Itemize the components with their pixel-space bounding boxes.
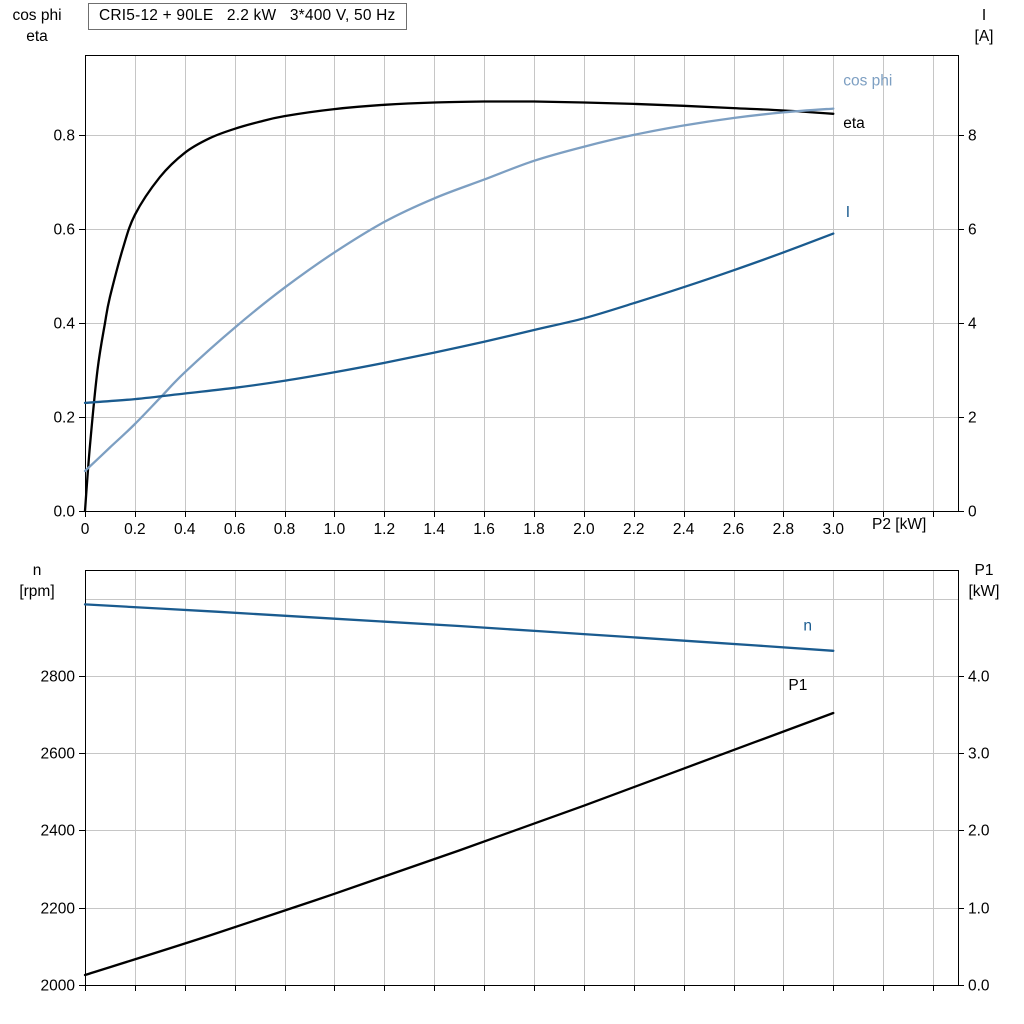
upper-chart-frame bbox=[85, 55, 959, 512]
y-right-tick-label: 6 bbox=[968, 222, 977, 239]
y-left-tick-label: 2800 bbox=[41, 669, 76, 686]
x-tick-label: 0.4 bbox=[174, 521, 196, 538]
lower-right-axis-title: P1 [kW] bbox=[958, 560, 1010, 602]
lower-chart-grid bbox=[85, 570, 958, 985]
x-tick-label: 1.2 bbox=[374, 521, 396, 538]
curve-label-speed: n bbox=[803, 617, 812, 634]
axis-title-line: [kW] bbox=[968, 583, 1000, 600]
upper-chart-grid bbox=[85, 55, 958, 511]
x-tick-label: 2.8 bbox=[773, 521, 795, 538]
y-left-tick-label: 0.4 bbox=[53, 316, 75, 333]
y-right-tick-label: 4.0 bbox=[968, 669, 990, 686]
series-speed bbox=[83, 603, 835, 652]
y-right-tick-label: 0 bbox=[968, 504, 977, 521]
lower-chart-ticks: 2000 2200 2400 2600 2800 0.0 1.0 2.0 3.0 4.0 bbox=[41, 669, 990, 995]
series-current bbox=[83, 232, 835, 405]
lower-chart-frame bbox=[85, 570, 959, 986]
y-right-tick-label: 4 bbox=[968, 316, 977, 333]
x-tick-label: 1.6 bbox=[473, 521, 495, 538]
y-left-tick-label: 0.6 bbox=[53, 222, 75, 239]
upper-chart: 0.0 0.2 0.4 0.6 0.8 0 2 4 6 8 0 0.2 0.4 0.6 0.8 1.0 1.2 1… bbox=[53, 55, 977, 538]
y-right-tick-label: 2.0 bbox=[968, 823, 990, 840]
y-left-tick-label: 2200 bbox=[41, 901, 76, 918]
x-tick-label: 0 bbox=[81, 521, 90, 538]
axis-title-line: n bbox=[32, 562, 42, 579]
upper-left-axis-title: cos phi eta bbox=[2, 5, 72, 47]
x-tick-label: 2.0 bbox=[573, 521, 595, 538]
y-right-tick-label: 8 bbox=[968, 128, 977, 145]
x-tick-label: 3.0 bbox=[823, 521, 845, 538]
x-tick-label: 2.4 bbox=[673, 521, 695, 538]
curve-label-power: P1 bbox=[788, 677, 807, 694]
x-tick-label: 0.8 bbox=[274, 521, 296, 538]
x-tick-label: 1.8 bbox=[523, 521, 545, 538]
axis-title-line: I bbox=[981, 7, 987, 24]
axis-title-line: [rpm] bbox=[19, 583, 55, 600]
y-left-tick-label: 0.2 bbox=[53, 410, 75, 427]
axis-title-line: eta bbox=[26, 28, 48, 45]
y-left-tick-label: 0.0 bbox=[53, 504, 75, 521]
y-left-tick-label: 2000 bbox=[41, 978, 76, 995]
y-left-tick-label: 2400 bbox=[41, 823, 76, 840]
series-eta bbox=[83, 100, 835, 513]
curve-label-eta: eta bbox=[843, 115, 865, 132]
y-left-tick-label: 2600 bbox=[41, 746, 76, 763]
chart-title-box: CRI5-12 + 90LE 2.2 kW 3*400 V, 50 Hz bbox=[88, 3, 407, 30]
y-right-tick-label: 1.0 bbox=[968, 901, 990, 918]
y-right-tick-label: 3.0 bbox=[968, 746, 990, 763]
y-left-tick-label: 0.8 bbox=[53, 128, 75, 145]
curve-label-cos-phi: cos phi bbox=[843, 73, 892, 90]
curve-label-current: I bbox=[846, 204, 850, 221]
y-right-tick-label: 0.0 bbox=[968, 978, 990, 995]
series-cos-phi bbox=[83, 107, 835, 473]
x-tick-label: 2.6 bbox=[723, 521, 745, 538]
lower-left-axis-title: n [rpm] bbox=[2, 560, 72, 602]
x-tick-label: 1.4 bbox=[423, 521, 445, 538]
axis-title-line: cos phi bbox=[12, 7, 62, 24]
axis-title-line: [A] bbox=[974, 28, 994, 45]
x-tick-label: 0.6 bbox=[224, 521, 246, 538]
x-tick-label: 0.2 bbox=[124, 521, 146, 538]
x-axis-title: P2 [kW] bbox=[872, 516, 927, 533]
upper-chart-ticks: 0.0 0.2 0.4 0.6 0.8 0 2 4 6 8 0 0.2 0.4 0.6 0.8 1.0 1.2 1… bbox=[53, 128, 977, 539]
x-tick-label: 1.0 bbox=[324, 521, 346, 538]
upper-right-axis-title: I [A] bbox=[958, 5, 1010, 47]
x-tick-label: 2.2 bbox=[623, 521, 645, 538]
series-power bbox=[83, 711, 835, 977]
axis-title-line: P1 bbox=[974, 562, 994, 579]
y-right-tick-label: 2 bbox=[968, 410, 977, 427]
lower-chart: 2000 2200 2400 2600 2800 0.0 1.0 2.0 3.0 4.0 n P1 bbox=[41, 570, 990, 995]
